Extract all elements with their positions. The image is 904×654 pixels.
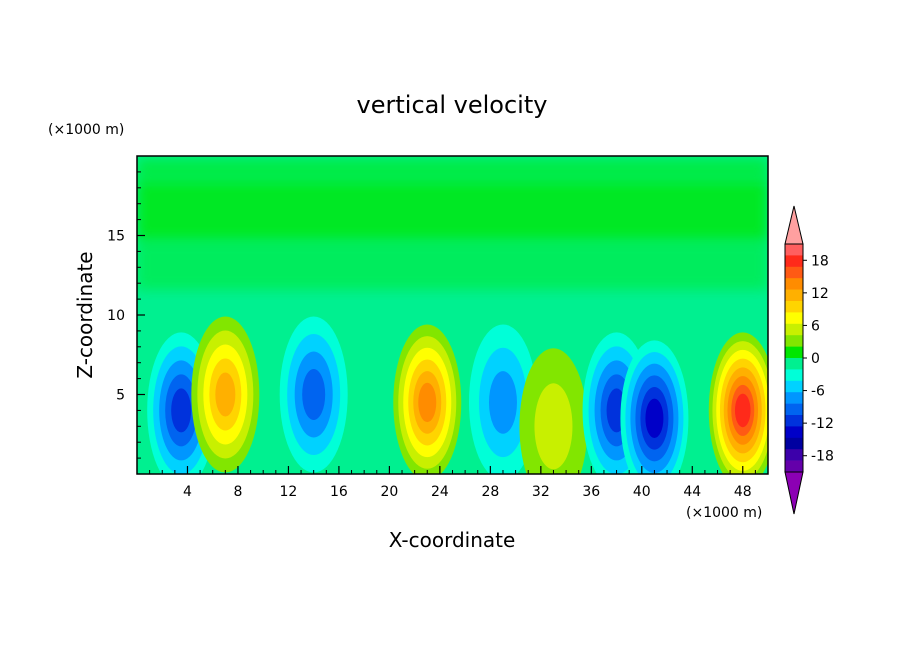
x-axis-title: X-coordinate xyxy=(389,528,516,552)
x-tick-label-48: 48 xyxy=(734,484,752,500)
heatmap-cells xyxy=(147,316,768,474)
colorbar-level-1 xyxy=(785,255,803,268)
velocity-contour-0-4 xyxy=(171,388,192,433)
colorbar: 18 12 6 0 -6 -12 -18 xyxy=(784,205,834,515)
colorbar-upper-extend xyxy=(784,205,804,245)
colorbar-level-11 xyxy=(785,369,803,382)
x-tick-label-8: 8 xyxy=(233,484,242,500)
colorbar-label--6: -6 xyxy=(811,384,825,400)
x-tick-label-24: 24 xyxy=(431,484,449,500)
colorbar-label-0: 0 xyxy=(811,351,820,367)
colorbar-level-10 xyxy=(785,358,803,370)
velocity-cell-2 xyxy=(279,316,348,473)
velocity-cell-1 xyxy=(191,316,260,473)
plot-background xyxy=(137,156,768,474)
x-axis-ticks: 4 8 12 16 20 24 28 32 36 40 44 48 xyxy=(149,466,756,500)
velocity-contour-8-7 xyxy=(734,393,751,428)
x-unit-label: (×1000 m) xyxy=(686,505,762,521)
colorbar-level-8 xyxy=(785,335,803,347)
velocity-cell-3 xyxy=(393,324,462,474)
velocity-cell-7 xyxy=(620,340,689,474)
x-tick-label-12: 12 xyxy=(280,484,298,500)
y-tick-label-15: 15 xyxy=(107,229,125,245)
colorbar-level-6 xyxy=(785,312,803,325)
velocity-contour-7-5 xyxy=(645,398,664,439)
colorbar-level-7 xyxy=(785,323,803,336)
colorbar-label--18: -18 xyxy=(811,449,834,465)
chart-title: vertical velocity xyxy=(357,91,548,119)
y-axis-ticks: 5 10 15 xyxy=(107,171,145,459)
colorbar-label-18: 18 xyxy=(811,253,829,269)
colorbar-label-12: 12 xyxy=(811,286,829,302)
colorbar-level-12 xyxy=(785,380,803,393)
colorbar-level-9 xyxy=(785,346,803,359)
velocity-contour-2-3 xyxy=(302,369,326,420)
velocity-contour-4-2 xyxy=(488,371,517,434)
colorbar-level-19 xyxy=(785,460,803,473)
y-tick-label-5: 5 xyxy=(116,388,125,404)
velocity-cell-5 xyxy=(519,348,588,474)
colorbar-level-17 xyxy=(785,437,803,450)
colorbar-level-2 xyxy=(785,266,803,279)
x-tick-label-16: 16 xyxy=(330,484,348,500)
colorbar-level-5 xyxy=(785,301,803,313)
x-tick-label-44: 44 xyxy=(683,484,701,500)
y-tick-label-10: 10 xyxy=(107,308,125,324)
x-tick-label-36: 36 xyxy=(582,484,600,500)
x-tick-label-32: 32 xyxy=(532,484,550,500)
colorbar-level-13 xyxy=(785,392,803,404)
velocity-contour-3-5 xyxy=(418,382,437,423)
x-tick-label-20: 20 xyxy=(380,484,398,500)
colorbar-level-0 xyxy=(785,244,803,256)
x-tick-label-40: 40 xyxy=(633,484,651,500)
x-tick-label-4: 4 xyxy=(183,484,192,500)
colorbar-level-3 xyxy=(785,278,803,290)
colorbar-lower-extend xyxy=(784,471,804,515)
colorbar-level-4 xyxy=(785,289,803,302)
colorbar-label--12: -12 xyxy=(811,416,834,432)
colorbar-level-15 xyxy=(785,415,803,427)
colorbar-level-14 xyxy=(785,403,803,416)
colorbar-level-18 xyxy=(785,449,803,461)
x-tick-label-28: 28 xyxy=(481,484,499,500)
colorbar-level-16 xyxy=(785,426,803,439)
y-axis-title: Z-coordinate xyxy=(73,251,97,378)
y-unit-label: (×1000 m) xyxy=(48,122,124,138)
velocity-contour-5-1 xyxy=(534,383,573,470)
velocity-cell-8 xyxy=(708,332,768,474)
velocity-contour-1-4 xyxy=(215,372,236,417)
colorbar-label-6: 6 xyxy=(811,318,820,334)
